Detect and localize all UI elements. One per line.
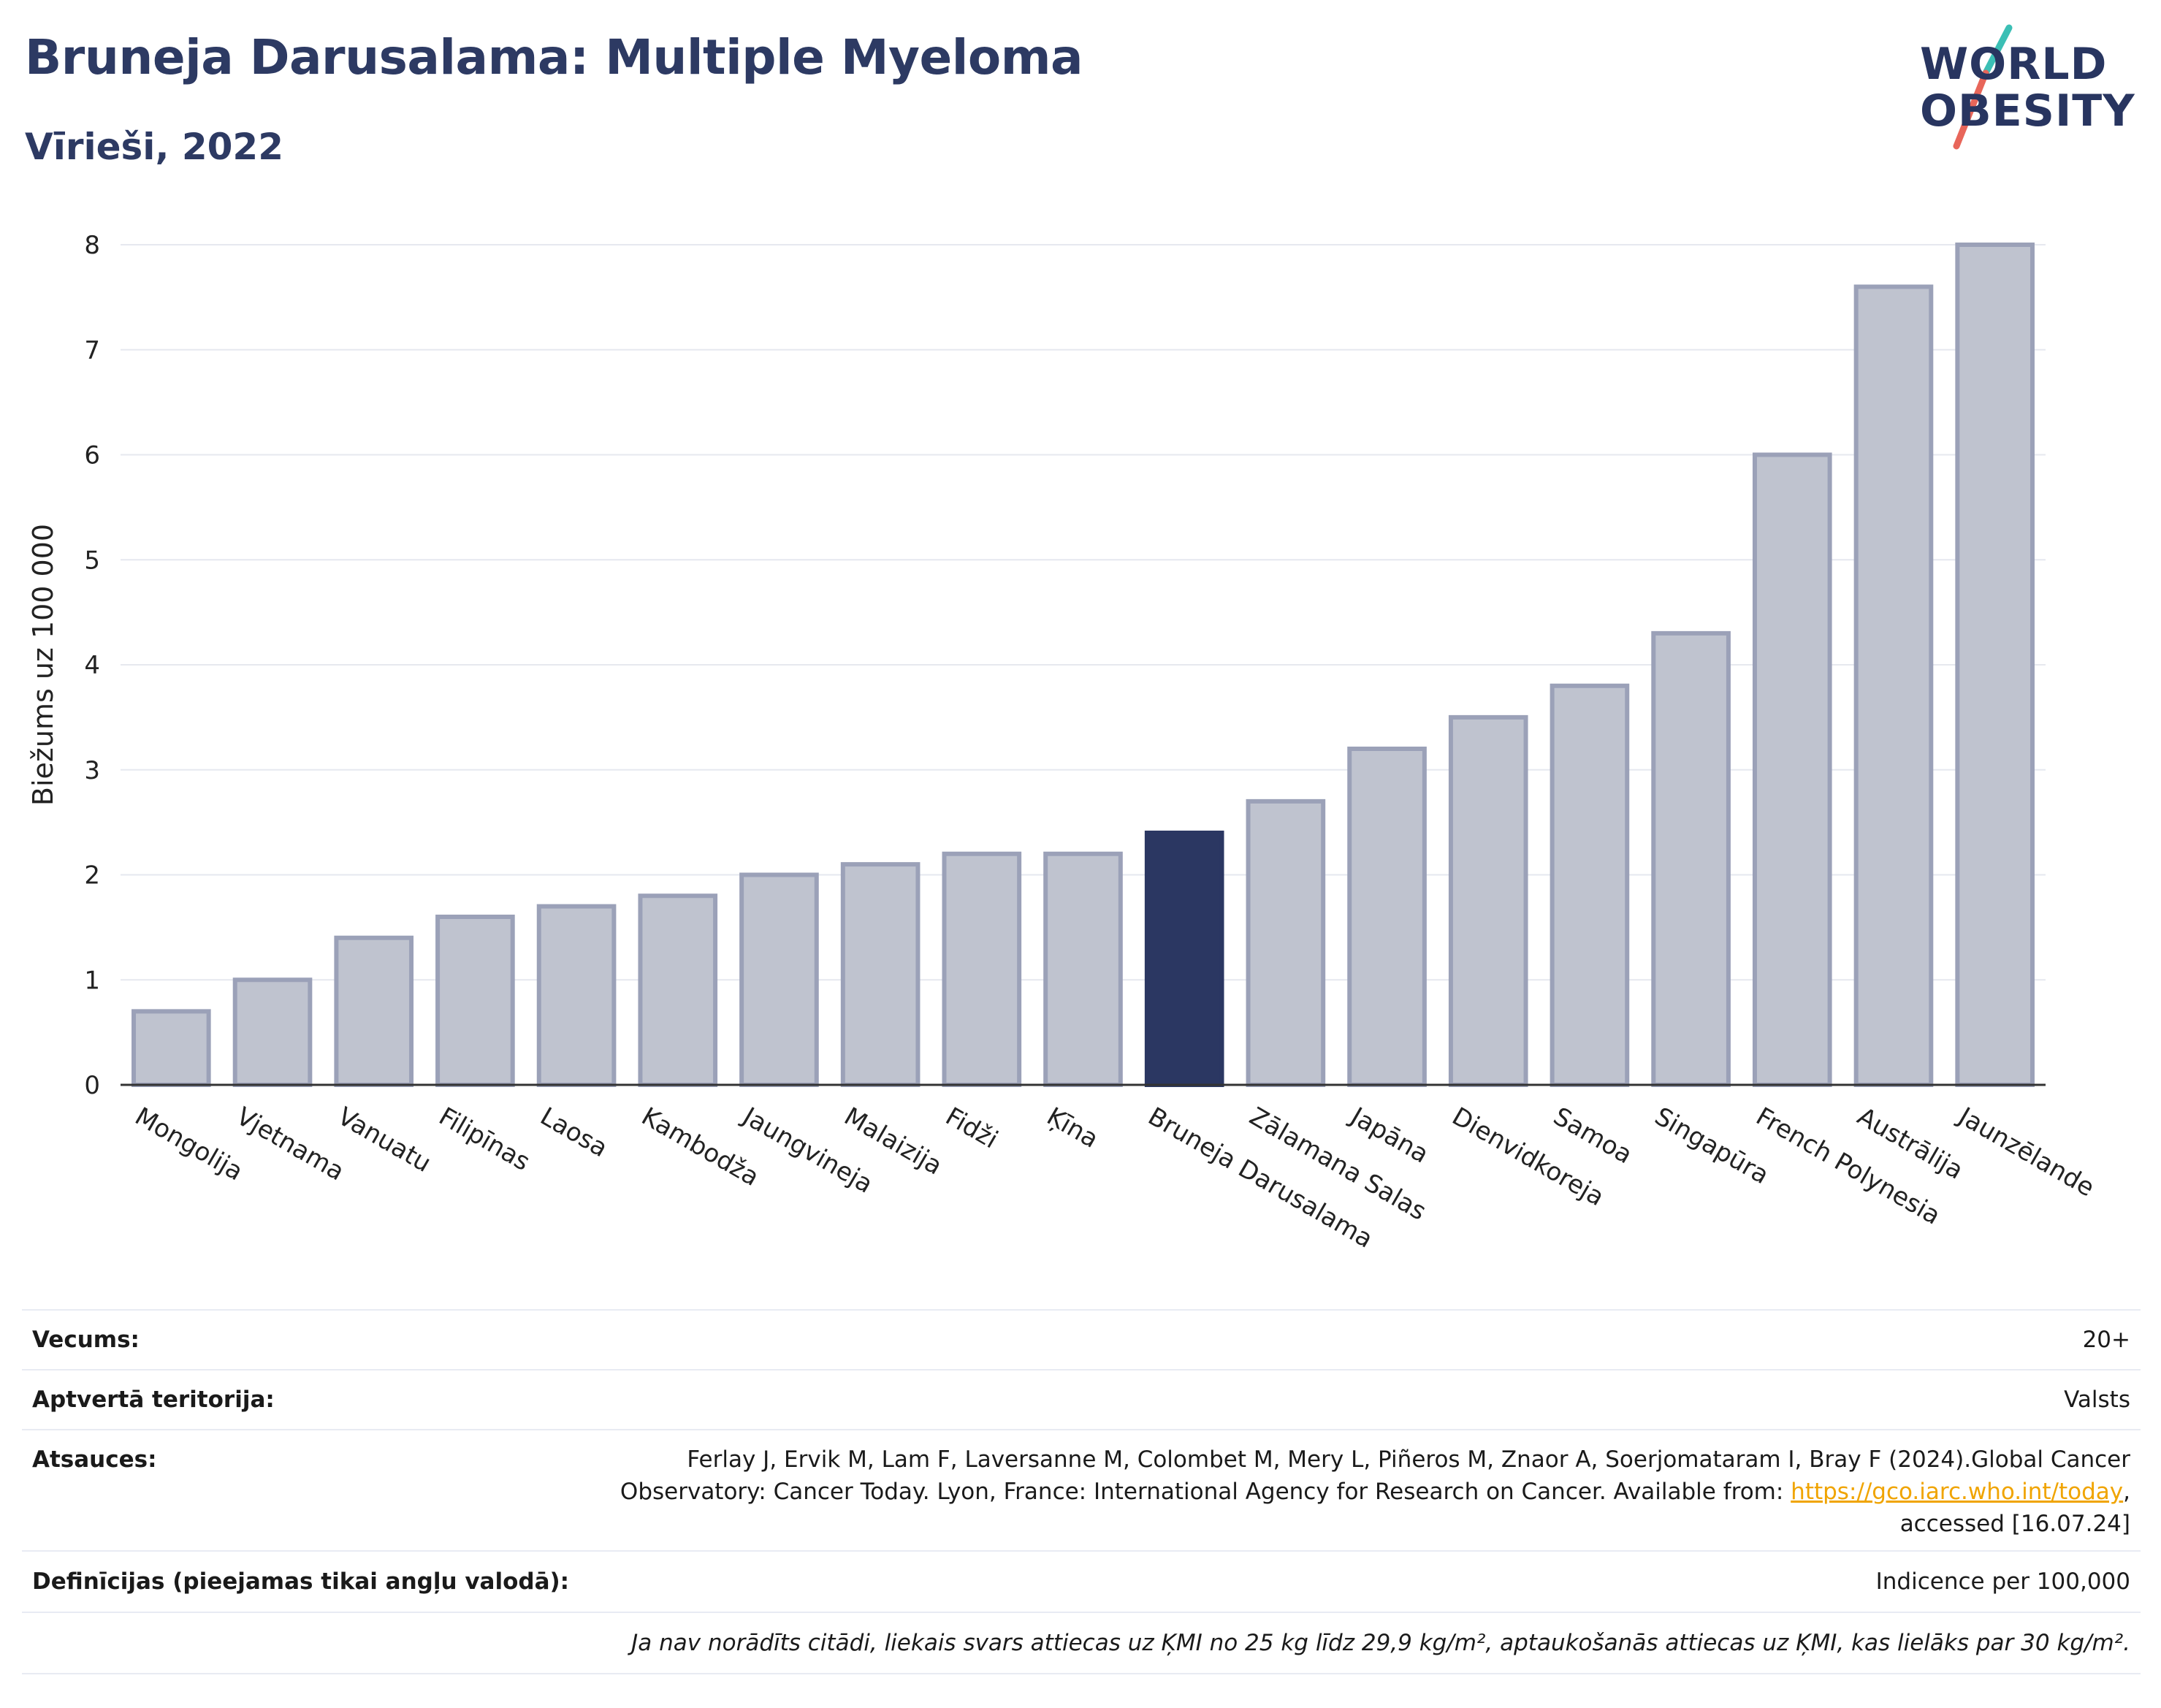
info-row-age: Vecums: 20+ [22,1309,2141,1369]
x-tick-label: Vanuatu [332,1102,435,1178]
bar [435,915,515,1087]
logo-text-obesity: OBESITY [1920,85,2135,137]
x-tick-label: Vjetnama [232,1102,349,1186]
y-tick-label: 2 [84,861,100,891]
bar [1651,630,1731,1087]
bar [1347,747,1427,1087]
bmi-note: Ja nav norādīts citādi, liekais svars at… [631,1630,2130,1656]
bar-chart: 0 1 2 3 4 5 6 7 8 Biežums uz 100 000 MongolijaVjet… [27,231,2099,1254]
x-tick-label: Jaunzēlande [1952,1101,2099,1202]
x-tick-label: French Polynesia [1751,1102,1945,1231]
references-label: Atsauces: [32,1446,157,1473]
y-tick-label: 7 [84,336,100,365]
bar [840,862,921,1087]
bar [638,893,718,1087]
bar [1752,452,1832,1087]
references-line-2: Observatory: Cancer Today. Lyon, France:… [620,1476,2130,1508]
x-tick-label: Singapūra [1650,1102,1774,1190]
definitions-value: Indicence per 100,000 [1875,1568,2130,1595]
bar [1853,284,1934,1087]
bar [232,977,313,1087]
references-link[interactable]: https://gco.iarc.who.int/today [1791,1479,2124,1505]
coverage-label: Aptvertā teritorija: [32,1387,275,1413]
x-tick-label: Ķīna [1042,1102,1103,1154]
world-obesity-logo[interactable]: WORLD OBESITY [1899,22,2148,153]
bar [536,904,617,1087]
bar [334,935,414,1087]
bar [739,872,819,1087]
y-tick-label: 6 [84,441,100,470]
references-line-1: Ferlay J, Ervik M, Lam F, Laversanne M, … [687,1446,2130,1473]
y-tick-label: 5 [84,546,100,575]
info-table: Vecums: 20+ Aptvertā teritorija: Valsts … [22,1309,2141,1674]
bar [132,1009,211,1087]
age-label: Vecums: [32,1327,140,1353]
y-tick-label: 3 [84,756,100,785]
x-tick-label: Fidži [940,1102,1002,1154]
bar [1144,831,1224,1087]
y-tick-label: 4 [84,651,100,680]
logo-text-world: WORLD [1920,39,2108,90]
info-row-note: Ja nav norādīts citādi, liekais svars at… [22,1612,2141,1674]
references-line-2-text: Observatory: Cancer Today. Lyon, France:… [620,1479,1791,1505]
chart-subtitle: Vīrieši, 2022 [25,126,284,168]
references-value: Ferlay J, Ervik M, Lam F, Laversanne M, … [620,1444,2130,1540]
y-axis-label: Biežums uz 100 000 [27,524,59,806]
info-row-definitions: Definīcijas (pieejamas tikai angļu valod… [22,1550,2141,1612]
y-tick-label: 8 [84,231,100,260]
definitions-label: Definīcijas (pieejamas tikai angļu valod… [32,1568,570,1595]
age-value: 20+ [2082,1327,2130,1353]
logo-slash-icon [1953,24,2013,150]
info-row-references: Atsauces: Ferlay J, Ervik M, Lam F, Lave… [22,1429,2141,1550]
info-row-coverage: Aptvertā teritorija: Valsts [22,1369,2141,1429]
x-tick-label: Mongolija [130,1102,248,1186]
y-tick-label: 1 [84,966,100,995]
x-tick-label: Filipīnas [434,1102,535,1177]
coverage-value: Valsts [2064,1387,2130,1413]
bar [1043,851,1123,1087]
bar [1550,683,1630,1087]
chart-title: Bruneja Darusalama: Multiple Myeloma [25,29,1083,85]
references-line-3: accessed [16.07.24] [1899,1511,2130,1537]
references-line-2-suffix: , [2123,1479,2130,1505]
y-tick-label: 0 [84,1071,100,1100]
bar [942,851,1022,1087]
bar [1448,714,1528,1087]
bar [1246,798,1326,1087]
x-tick-label: Laosa [536,1102,613,1163]
bar [1955,243,2035,1087]
